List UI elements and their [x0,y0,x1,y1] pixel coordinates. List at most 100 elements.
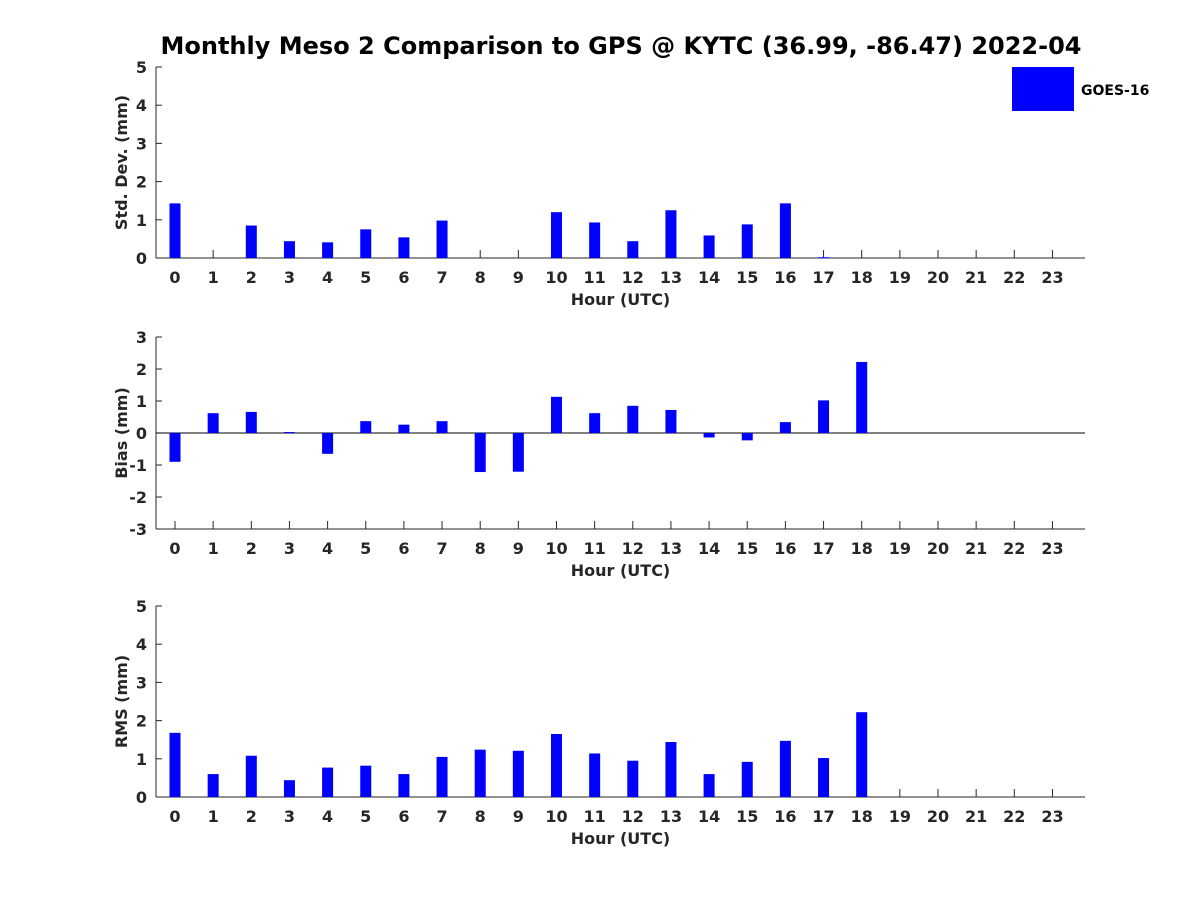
x-tick-label: 20 [927,268,949,287]
bar [703,235,715,258]
bar [551,733,562,797]
x-tick-label: 7 [436,539,447,558]
x-axis-label: Hour (UTC) [571,561,671,580]
bar [283,432,295,434]
x-tick-label: 6 [398,539,409,558]
x-tick-label: 1 [208,539,219,558]
bar [589,753,601,797]
x-tick-label: 21 [965,807,987,826]
bar [398,424,410,433]
x-tick-label: 7 [436,807,447,826]
x-tick-label: 4 [322,807,333,826]
bar [741,761,753,797]
x-tick-label: 3 [284,268,295,287]
x-tick-label: 0 [169,539,180,558]
x-tick-label: 18 [851,807,873,826]
x-tick-label: 12 [622,539,644,558]
bar [207,413,219,433]
bar [589,222,601,258]
x-tick-label: 20 [927,539,949,558]
bar [779,740,791,797]
y-tick-label: 2 [136,712,147,731]
bar [474,433,486,473]
y-tick-label: -1 [129,456,147,475]
bar [360,421,372,433]
x-tick-label: 15 [736,807,758,826]
x-tick-label: 19 [889,268,911,287]
y-tick-label: -2 [129,488,147,507]
bar [818,257,830,259]
x-tick-label: 16 [774,807,796,826]
x-tick-label: 13 [660,807,682,826]
x-tick-label: 0 [169,807,180,826]
bar [436,220,448,258]
bar [245,411,257,433]
y-tick-label: 2 [136,360,147,379]
chart-title: Monthly Meso 2 Comparison to GPS @ KYTC … [161,32,1082,60]
x-tick-label: 16 [774,539,796,558]
x-tick-label: 22 [1003,539,1025,558]
y-axis-label: RMS (mm) [112,655,131,748]
y-tick-label: 0 [136,424,147,443]
y-tick-label: 1 [136,750,147,769]
bar [627,405,639,433]
x-tick-label: 3 [284,539,295,558]
bar [589,413,601,433]
bar [169,433,181,462]
bar [169,732,181,797]
y-axis-label: Bias (mm) [112,387,131,479]
x-tick-label: 18 [851,539,873,558]
x-tick-label: 2 [246,268,257,287]
x-tick-label: 14 [698,539,720,558]
x-tick-label: 13 [660,268,682,287]
y-axis-label: Std. Dev. (mm) [112,95,131,230]
bar [551,212,562,258]
y-tick-label: 0 [136,249,147,268]
legend-label: GOES-16 [1081,83,1149,99]
x-tick-label: 11 [584,807,606,826]
x-tick-label: 3 [284,807,295,826]
bar [436,756,448,797]
bar [665,741,677,797]
x-tick-label: 13 [660,539,682,558]
x-axis-label: Hour (UTC) [571,290,671,309]
bar [818,758,830,797]
x-tick-label: 17 [812,539,834,558]
bar [436,421,448,433]
bar [856,712,868,797]
x-tick-label: 16 [774,268,796,287]
x-tick-label: 10 [545,268,567,287]
x-tick-label: 23 [1041,539,1063,558]
x-tick-label: 9 [513,539,524,558]
bar [322,433,334,454]
x-tick-label: 12 [622,807,644,826]
bar [665,210,677,258]
x-axis-label: Hour (UTC) [571,829,671,848]
bar [627,760,639,797]
x-tick-label: 0 [169,268,180,287]
bar [512,750,524,797]
y-tick-label: 5 [136,597,147,616]
bar [818,400,830,433]
legend: GOES-16 [1012,67,1149,111]
x-tick-label: 21 [965,539,987,558]
bar [779,203,791,258]
x-tick-label: 23 [1041,268,1063,287]
x-tick-label: 9 [513,807,524,826]
bar [627,241,639,258]
y-tick-label: 2 [136,173,147,192]
bar [283,780,295,797]
x-tick-label: 22 [1003,268,1025,287]
y-tick-label: 3 [136,134,147,153]
bar [474,749,486,797]
x-tick-label: 15 [736,268,758,287]
x-tick-label: 1 [208,268,219,287]
bar [779,422,791,433]
x-tick-label: 15 [736,539,758,558]
y-tick-label: 1 [136,392,147,411]
bar [360,229,372,258]
x-tick-label: 8 [475,268,486,287]
